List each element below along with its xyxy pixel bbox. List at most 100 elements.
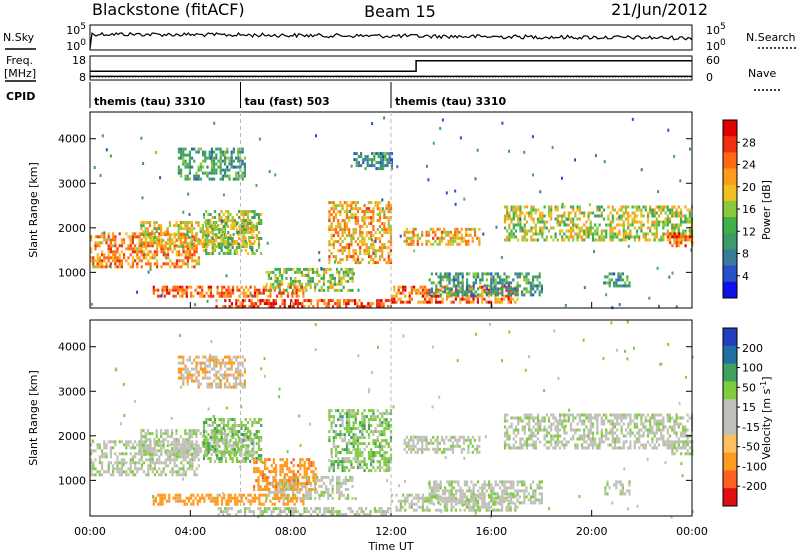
echo-cell xyxy=(345,415,349,419)
echo-cell xyxy=(216,427,219,430)
echo-cell xyxy=(196,493,199,497)
echo-cell xyxy=(96,443,99,447)
echo-cell xyxy=(598,208,601,212)
echo-cell xyxy=(378,210,382,214)
echo-cell xyxy=(118,265,121,269)
echo-cell xyxy=(249,502,252,506)
echo-cell xyxy=(389,243,393,247)
echo-cell xyxy=(574,232,577,236)
echo-cell xyxy=(272,507,275,511)
echo-cell xyxy=(216,493,219,497)
echo-cell xyxy=(123,461,126,465)
echo-cell xyxy=(219,168,222,172)
echo-cell xyxy=(286,493,290,497)
echo-cell xyxy=(239,227,242,231)
echo-cell xyxy=(459,300,462,304)
echo-cell xyxy=(620,217,623,221)
echo-cell xyxy=(266,467,269,471)
echo-cell xyxy=(238,231,241,234)
echo-cell xyxy=(441,275,444,279)
echo-cell xyxy=(281,458,284,462)
echo-cell xyxy=(267,273,270,277)
echo-cell xyxy=(314,270,317,274)
echo-cell xyxy=(112,244,115,248)
echo-cell xyxy=(554,205,557,209)
echo-cell xyxy=(257,445,261,448)
echo-cell xyxy=(188,153,191,157)
power-colorbar-cell xyxy=(723,217,737,234)
echo-cell xyxy=(171,470,174,474)
echo-cell xyxy=(240,445,243,448)
echo-cell xyxy=(470,285,473,289)
echo-cell xyxy=(521,226,524,230)
echo-cell xyxy=(120,259,123,263)
echo-cell xyxy=(373,158,376,162)
echo-cell xyxy=(188,171,191,175)
echo-cell xyxy=(490,290,493,294)
echo-cell xyxy=(342,481,345,485)
echo-cell xyxy=(315,134,317,138)
echo-cell xyxy=(302,499,305,503)
echo-cell xyxy=(461,290,464,294)
echo-cell xyxy=(193,242,196,246)
echo-cell xyxy=(186,256,189,260)
echo-cell xyxy=(611,205,614,209)
echo-cell xyxy=(175,470,178,474)
echo-cell xyxy=(283,490,286,494)
echo-cell xyxy=(94,247,97,251)
echo-cell xyxy=(233,421,236,424)
echo-cell xyxy=(140,221,143,225)
echo-cell xyxy=(387,261,390,265)
echo-cell xyxy=(251,439,254,442)
echo-cell xyxy=(382,155,385,159)
echo-cell xyxy=(151,242,154,246)
echo-cell xyxy=(228,177,231,181)
echo-cell xyxy=(525,290,528,294)
echo-cell xyxy=(487,294,490,298)
echo-cell xyxy=(112,470,115,474)
echo-cell xyxy=(173,247,176,251)
echo-cell xyxy=(205,436,208,439)
echo-cell xyxy=(256,496,259,500)
echo-cell xyxy=(281,470,284,474)
echo-cell xyxy=(92,467,95,471)
echo-cell xyxy=(283,510,286,514)
echo-cell xyxy=(157,239,160,243)
echo-cell xyxy=(279,464,282,468)
echo-cell xyxy=(172,496,175,500)
echo-cell xyxy=(457,272,460,276)
echo-cell xyxy=(512,297,515,301)
echo-cell xyxy=(205,442,208,445)
echo-cell xyxy=(583,238,586,242)
echo-cell xyxy=(441,297,444,301)
echo-cell xyxy=(662,220,665,224)
echo-cell xyxy=(338,493,341,497)
echo-cell xyxy=(387,231,390,235)
echo-cell xyxy=(215,382,218,386)
echo-cell xyxy=(276,490,279,494)
echo-cell xyxy=(211,249,214,252)
echo-cell xyxy=(153,256,156,260)
echo-cell xyxy=(129,464,132,468)
echo-cell xyxy=(224,159,227,163)
echo-cell xyxy=(153,441,156,445)
echo-cell xyxy=(359,231,362,235)
echo-cell xyxy=(334,213,338,217)
echo-cell xyxy=(594,154,597,158)
echo-cell xyxy=(241,361,244,365)
echo-cell xyxy=(210,150,213,154)
echo-cell xyxy=(356,207,360,211)
echo-cell xyxy=(494,300,497,304)
echo-cell xyxy=(349,288,352,292)
echo-cell xyxy=(616,223,619,227)
echo-cell xyxy=(195,177,198,181)
echo-cell xyxy=(227,252,230,255)
echo-cell xyxy=(212,450,215,454)
echo-cell xyxy=(167,262,170,266)
echo-cell xyxy=(332,469,335,473)
echo-cell xyxy=(173,455,176,459)
echo-cell xyxy=(160,461,163,465)
echo-cell xyxy=(611,214,614,218)
echo-cell xyxy=(445,230,448,234)
echo-cell xyxy=(424,288,427,292)
